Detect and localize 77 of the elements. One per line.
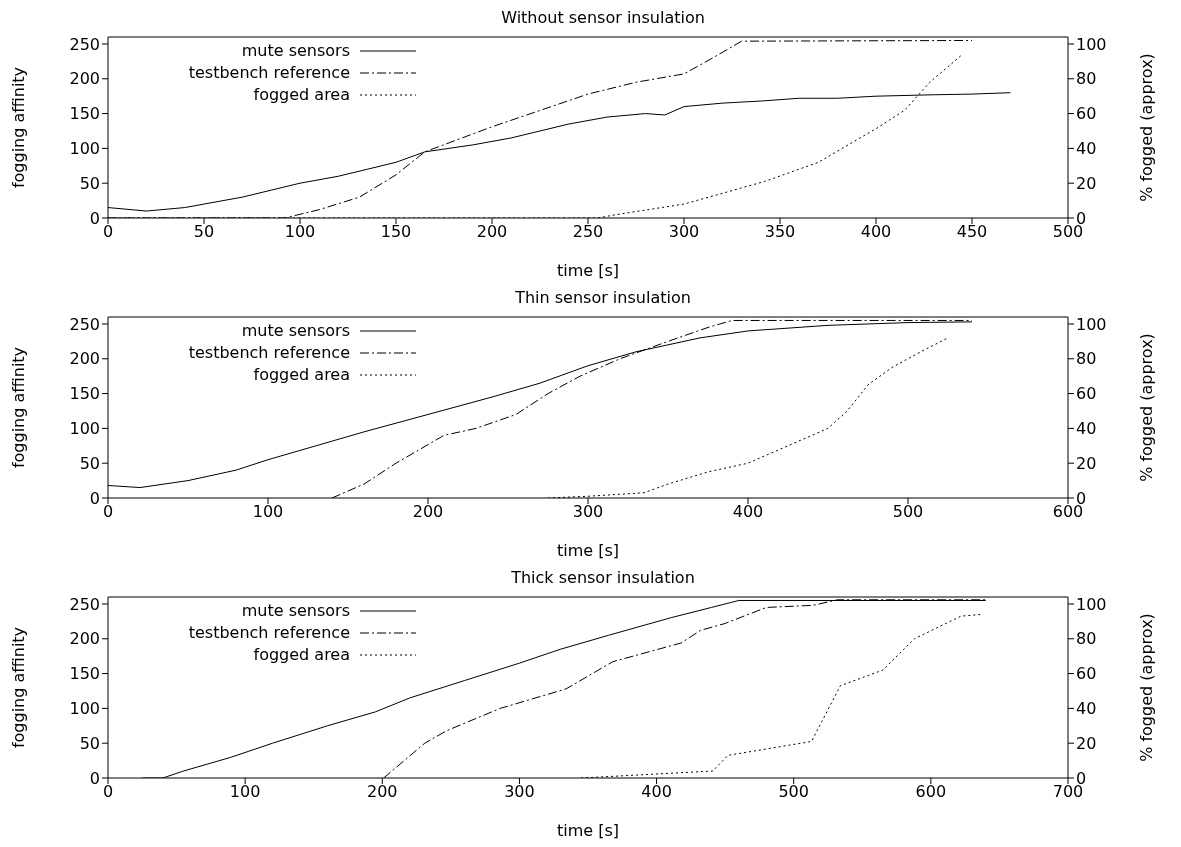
y-tick-label: 100 bbox=[69, 419, 100, 439]
y-tick-label: 150 bbox=[69, 384, 100, 404]
legend-label: fogged area bbox=[253, 644, 350, 666]
x-tick-label: 150 bbox=[380, 222, 412, 242]
x-tick-label: 300 bbox=[668, 222, 700, 242]
x-tick-label: 400 bbox=[641, 782, 672, 802]
y-axis-title: fogging affinity bbox=[8, 626, 28, 749]
x-tick-label: 100 bbox=[252, 502, 284, 522]
x-axis-title: time [s] bbox=[556, 261, 620, 280]
y-tick-label: 150 bbox=[69, 664, 100, 684]
y2-tick-label: 20 bbox=[1076, 453, 1097, 473]
y-tick-label: 0 bbox=[89, 768, 100, 788]
x-tick-label: 200 bbox=[412, 502, 444, 522]
y-tick-label: 50 bbox=[79, 173, 100, 193]
y2-tick-label: 20 bbox=[1076, 173, 1097, 193]
x-axis-title: time [s] bbox=[556, 821, 620, 840]
y2-tick-label: 100 bbox=[1076, 314, 1107, 334]
y-tick-label: 200 bbox=[69, 69, 100, 89]
x-tick-label: 200 bbox=[367, 782, 398, 802]
x-tick-label: 350 bbox=[764, 222, 796, 242]
y2-axis-title: % fogged (approx) bbox=[1136, 53, 1156, 202]
x-tick-label: 500 bbox=[778, 782, 809, 802]
x-tick-label: 0 bbox=[102, 502, 114, 522]
x-tick-label: 100 bbox=[229, 782, 261, 802]
y2-tick-label: 80 bbox=[1076, 349, 1097, 369]
x-tick-label: 400 bbox=[732, 502, 764, 522]
y-tick-label: 250 bbox=[69, 34, 100, 54]
y2-tick-label: 80 bbox=[1076, 69, 1097, 89]
y2-axis-title: % fogged (approx) bbox=[1136, 613, 1156, 762]
legend-label: fogged area bbox=[253, 84, 350, 106]
x-tick-label: 600 bbox=[915, 782, 947, 802]
y-tick-label: 0 bbox=[89, 488, 100, 508]
x-tick-label: 400 bbox=[860, 222, 892, 242]
y-tick-label: 250 bbox=[69, 594, 100, 614]
y-axis-title: fogging affinity bbox=[8, 346, 28, 469]
x-axis-title: time [s] bbox=[556, 541, 620, 560]
y2-tick-label: 60 bbox=[1076, 384, 1097, 404]
y-tick-label: 100 bbox=[69, 139, 100, 159]
legend-label: mute sensors bbox=[241, 320, 350, 342]
x-tick-label: 450 bbox=[956, 222, 988, 242]
legend-label: mute sensors bbox=[241, 40, 350, 62]
y2-tick-label: 40 bbox=[1076, 699, 1097, 719]
y2-axis-title: % fogged (approx) bbox=[1136, 333, 1156, 482]
y-axis-title: fogging affinity bbox=[8, 66, 28, 189]
y-tick-label: 150 bbox=[69, 104, 100, 124]
x-tick-label: 0 bbox=[102, 782, 114, 802]
legend-label: testbench reference bbox=[188, 622, 350, 644]
y2-tick-label: 60 bbox=[1076, 664, 1097, 684]
legend-label: fogged area bbox=[253, 364, 350, 386]
y2-tick-label: 100 bbox=[1076, 594, 1107, 614]
x-tick-label: 250 bbox=[572, 222, 604, 242]
x-tick-label: 50 bbox=[193, 222, 215, 242]
y-tick-label: 50 bbox=[79, 733, 100, 753]
chart-title: Without sensor insulation bbox=[500, 8, 706, 29]
y-tick-label: 200 bbox=[69, 629, 100, 649]
legend-label: testbench reference bbox=[188, 62, 350, 84]
y-tick-label: 100 bbox=[69, 699, 100, 719]
y2-tick-label: 60 bbox=[1076, 104, 1097, 124]
y-tick-label: 250 bbox=[69, 314, 100, 334]
x-tick-label: 300 bbox=[504, 782, 535, 802]
chart-title: Thick sensor insulation bbox=[510, 568, 696, 589]
x-tick-label: 300 bbox=[572, 502, 604, 522]
x-tick-label: 0 bbox=[102, 222, 114, 242]
x-tick-label: 200 bbox=[476, 222, 508, 242]
y-tick-label: 0 bbox=[89, 208, 100, 228]
y-tick-label: 200 bbox=[69, 349, 100, 369]
y2-tick-label: 80 bbox=[1076, 629, 1097, 649]
legend-label: testbench reference bbox=[188, 342, 350, 364]
x-tick-label: 500 bbox=[892, 502, 924, 522]
x-tick-label: 100 bbox=[284, 222, 316, 242]
y2-tick-label: 40 bbox=[1076, 419, 1097, 439]
y2-tick-label: 100 bbox=[1076, 34, 1107, 54]
y-tick-label: 50 bbox=[79, 453, 100, 473]
y2-tick-label: 40 bbox=[1076, 139, 1097, 159]
chart-title: Thin sensor insulation bbox=[514, 288, 692, 309]
legend-label: mute sensors bbox=[241, 600, 350, 622]
y2-tick-label: 20 bbox=[1076, 733, 1097, 753]
